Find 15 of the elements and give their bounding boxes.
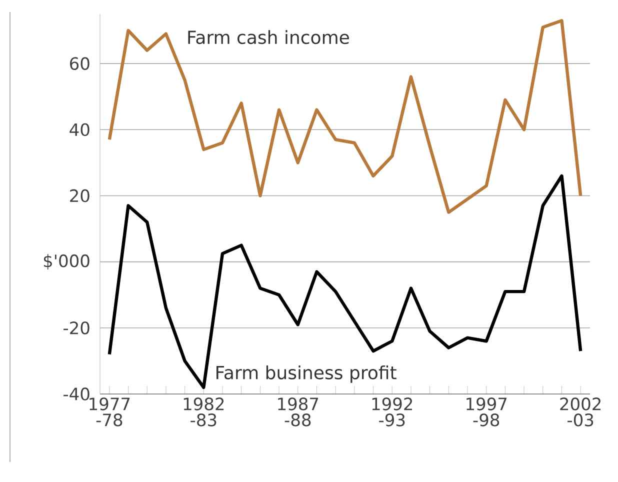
y-tick-label: 20 bbox=[70, 189, 90, 202]
y-tick-label: 40 bbox=[70, 123, 90, 136]
line-series bbox=[108, 174, 582, 389]
x-tick-label: 2002 -03 bbox=[560, 398, 600, 426]
series-label: Farm business profit bbox=[216, 365, 396, 383]
x-tick-label: 1997 -98 bbox=[466, 398, 507, 426]
x-tick-label: 1987 -88 bbox=[278, 398, 318, 426]
x-tick-label: 1992 -93 bbox=[372, 398, 412, 426]
x-tick-label: 1982 -83 bbox=[184, 398, 224, 426]
y-tick-label: $'000 bbox=[44, 254, 90, 270]
y-tick-label: -40 bbox=[64, 388, 90, 400]
series-label: Farm cash income bbox=[188, 30, 349, 44]
y-tick-label: 60 bbox=[70, 57, 90, 70]
x-tick-label: 1977 -78 bbox=[90, 398, 130, 426]
y-tick-label: -20 bbox=[64, 321, 90, 334]
